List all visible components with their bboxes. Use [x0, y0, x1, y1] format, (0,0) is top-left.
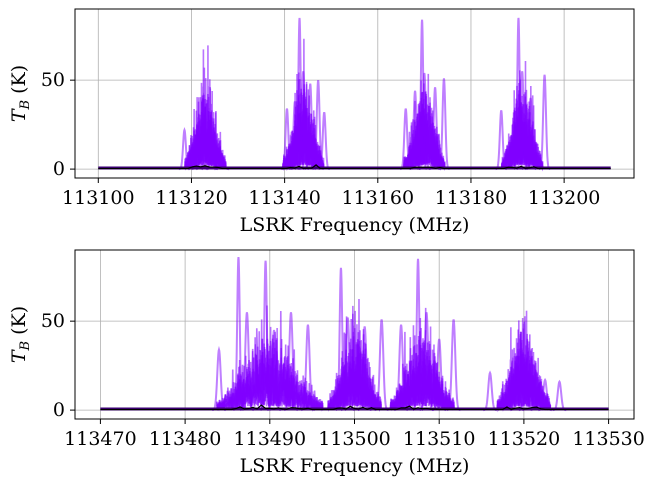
spectral-peak: [483, 370, 497, 412]
y-axis-label-sub: B: [18, 341, 33, 352]
grid: [75, 9, 634, 178]
spectral-peak: [374, 319, 389, 412]
spectral-peak: [513, 17, 524, 171]
x-tick-label: 113180: [435, 187, 508, 209]
residual-trace: [98, 164, 611, 170]
spectra: [100, 257, 609, 413]
top-panel: 113100 113120 113140 113160 113180 113200 0 50 L…: [8, 8, 635, 236]
x-tick-label: 113500: [318, 428, 391, 450]
spectral-peak: [516, 71, 528, 171]
spectrum-trace: [389, 341, 455, 410]
x-tick-label: 113510: [403, 428, 476, 450]
x-axis-label: LSRK Frequency (MHz): [240, 455, 470, 477]
y-axis-label-main: T: [8, 108, 30, 122]
y-axis-label-main: T: [8, 349, 30, 363]
spectral-peak: [446, 319, 461, 412]
spectral-peak: [284, 312, 298, 412]
x-tick-label: 113520: [488, 428, 561, 450]
x-tick-label: 113160: [342, 187, 415, 209]
y-axis-label: TB (K): [8, 65, 33, 122]
bottom-panel: 113470 113480 113490 113500 113510 113520 1135…: [8, 249, 645, 477]
y-tick-label: 0: [53, 399, 65, 421]
residual-trace: [100, 404, 609, 411]
spectral-peak: [552, 379, 567, 412]
spectral-peak: [418, 72, 431, 171]
y-tick-label: 0: [53, 158, 65, 180]
x-tick-label: 113530: [572, 428, 645, 450]
spectra: [98, 17, 611, 172]
y-tick-label: 50: [41, 310, 65, 332]
x-tick-label: 113490: [234, 428, 307, 450]
spectral-peak: [438, 78, 450, 171]
y-axis-label-sub: B: [18, 100, 33, 111]
y-axis-label: TB (K): [8, 306, 33, 363]
y-tick-label: 50: [41, 69, 65, 91]
spectral-peak: [417, 19, 427, 171]
x-tick-label: 113100: [62, 187, 135, 209]
spectral-peak: [538, 74, 551, 171]
x-tick-label: 113200: [528, 187, 601, 209]
y-axis-label-unit: (K): [8, 306, 30, 341]
x-tick-label: 113140: [248, 187, 321, 209]
y-axis-label-unit: (K): [8, 65, 30, 100]
x-tick-label: 113480: [149, 428, 222, 450]
spectral-peak: [419, 312, 434, 412]
x-tick-label: 113120: [155, 187, 228, 209]
axes-frame: [74, 8, 635, 179]
x-axis-label: LSRK Frequency (MHz): [240, 214, 470, 236]
x-tick-label: 113470: [64, 428, 137, 450]
spectral-peak: [294, 17, 305, 171]
